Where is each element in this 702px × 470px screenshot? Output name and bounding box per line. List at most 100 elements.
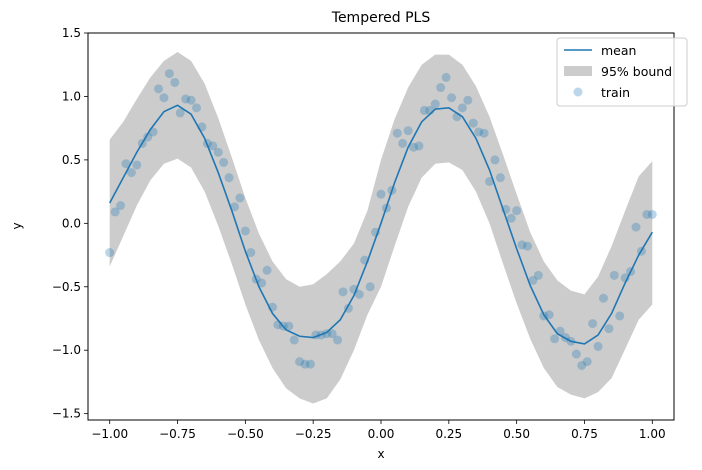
train-point — [523, 241, 532, 251]
train-point — [126, 168, 136, 178]
train-point — [392, 128, 402, 138]
train-point — [105, 248, 115, 258]
train-point — [132, 160, 142, 170]
train-point — [577, 360, 587, 370]
y-tick-label: −1.0 — [52, 343, 81, 357]
train-point — [295, 357, 305, 367]
train-point — [620, 273, 630, 283]
legend-mean-label: mean — [601, 43, 636, 58]
train-point — [267, 302, 277, 312]
train-point — [474, 127, 484, 137]
legend-band-label: 95% bound — [601, 64, 672, 79]
train-point — [398, 138, 408, 148]
train-point — [544, 310, 554, 320]
x-tick-label: 0.75 — [571, 427, 598, 441]
train-point — [230, 202, 239, 212]
train-point — [425, 105, 435, 115]
train-point — [208, 141, 218, 151]
train-point — [322, 329, 332, 339]
x-axis-label: x — [377, 447, 384, 461]
train-point — [441, 72, 451, 82]
x-tick-label: −0.50 — [227, 427, 264, 441]
train-point — [381, 203, 391, 213]
train-point — [517, 240, 527, 250]
train-point — [512, 206, 522, 216]
train-point — [457, 103, 467, 113]
train-point — [631, 222, 641, 232]
train-point — [468, 118, 478, 128]
x-tick-label: 0.50 — [503, 427, 530, 441]
train-point — [257, 278, 267, 288]
train-point — [588, 319, 598, 329]
train-point — [284, 321, 294, 331]
train-point — [316, 330, 326, 340]
train-point — [251, 274, 261, 284]
train-point — [365, 282, 375, 292]
train-point — [598, 293, 608, 303]
train-point — [121, 159, 131, 169]
train-point — [311, 330, 321, 340]
train-point — [170, 77, 180, 87]
y-axis-label: y — [10, 222, 24, 229]
train-point — [566, 336, 576, 346]
train-point — [300, 359, 310, 369]
train-point — [235, 193, 245, 203]
x-tick-label: 1.00 — [639, 427, 666, 441]
train-point — [159, 93, 169, 103]
train-point — [246, 248, 256, 258]
train-point — [143, 132, 153, 142]
x-tick-label: 0.00 — [368, 427, 395, 441]
train-point — [501, 204, 511, 214]
train-point — [327, 329, 337, 339]
y-tick-label: −1.5 — [52, 407, 81, 421]
train-point — [560, 333, 570, 343]
train-point — [202, 138, 212, 148]
train-point — [137, 138, 147, 148]
train-point — [528, 275, 538, 285]
train-point — [116, 201, 126, 211]
train-point — [154, 84, 164, 94]
train-point — [354, 289, 364, 299]
train-point — [479, 128, 489, 138]
train-point — [219, 157, 229, 167]
train-point — [403, 126, 413, 136]
train-point — [192, 103, 202, 113]
train-point — [333, 335, 343, 345]
train-point — [273, 320, 283, 330]
train-point — [262, 265, 272, 275]
train-point — [360, 255, 370, 265]
train-point — [550, 334, 560, 344]
train-point — [278, 321, 288, 331]
x-tick-label: −0.25 — [295, 427, 332, 441]
train-point — [647, 209, 657, 219]
train-point — [224, 173, 234, 183]
x-tick-label: −0.75 — [159, 427, 196, 441]
train-point — [571, 349, 581, 359]
train-point — [430, 99, 440, 109]
train-point — [175, 108, 185, 118]
train-point — [338, 287, 348, 297]
train-point — [349, 284, 359, 294]
legend-train-swatch — [573, 87, 583, 97]
train-point — [197, 122, 207, 132]
train-point — [343, 303, 353, 313]
train-point — [593, 341, 603, 351]
y-tick-label: −0.5 — [52, 280, 81, 294]
train-point — [490, 155, 500, 165]
train-point — [240, 226, 250, 236]
train-point — [642, 209, 652, 219]
y-axis: −1.5 −1.0 −0.5 0.0 0.5 1.0 1.5 — [52, 26, 88, 421]
train-point — [452, 112, 462, 122]
train-point — [495, 173, 505, 183]
train-point — [289, 335, 299, 345]
y-tick-label: 0.0 — [62, 216, 81, 230]
legend-band-swatch — [564, 66, 592, 76]
train-point — [213, 147, 223, 157]
train-point — [186, 95, 196, 105]
train-point — [615, 311, 625, 321]
x-tick-label: −1.00 — [91, 427, 128, 441]
train-point — [609, 270, 619, 280]
y-tick-label: 0.5 — [62, 153, 81, 167]
train-point — [387, 185, 397, 195]
